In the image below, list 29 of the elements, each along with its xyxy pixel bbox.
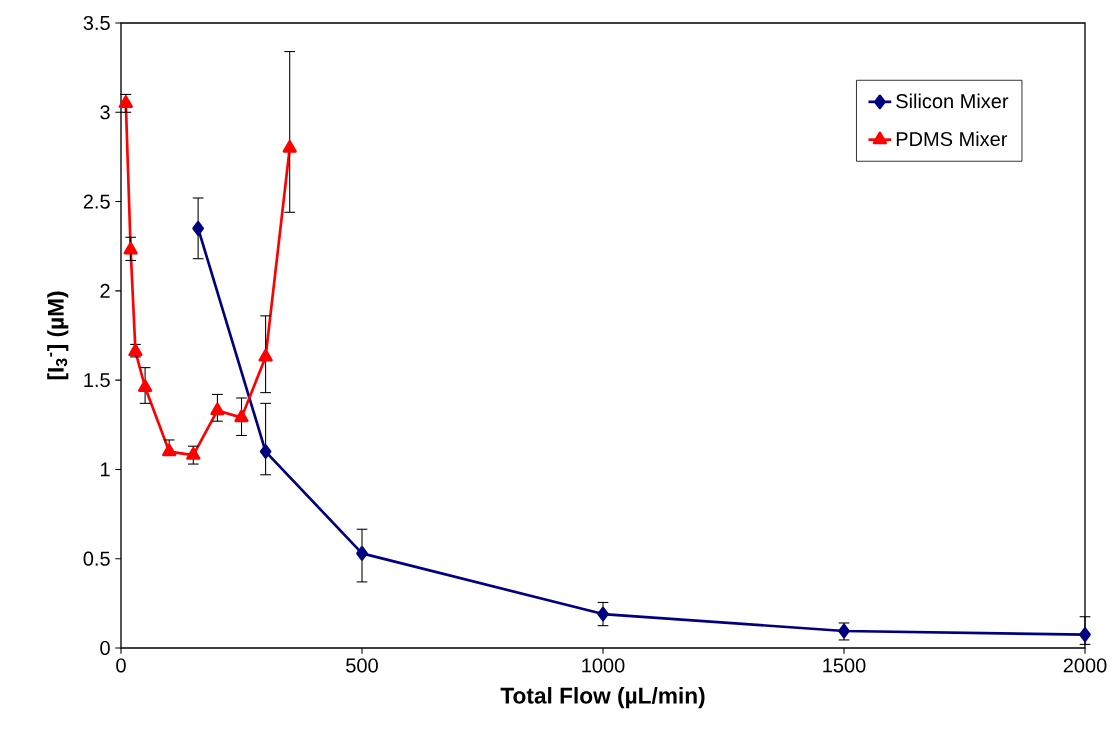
point bbox=[234, 409, 249, 423]
x-tick-label: 1000 bbox=[582, 658, 625, 673]
x-tick-label: 1500 bbox=[823, 658, 866, 673]
x-tick-label: 0 bbox=[116, 658, 126, 673]
y-tick-label: 1.5 bbox=[84, 373, 110, 388]
y-tick-label: 0 bbox=[100, 640, 110, 656]
x-tick-label: 2000 bbox=[1063, 658, 1107, 673]
point bbox=[192, 221, 204, 236]
point bbox=[282, 139, 297, 153]
legend-label: Silicon Mixer bbox=[896, 93, 1009, 109]
y-tick-label: 2.5 bbox=[83, 194, 110, 209]
point bbox=[123, 241, 138, 255]
y-tick-label: 3 bbox=[100, 105, 110, 120]
point bbox=[162, 443, 177, 457]
y-axis-title: [I$_{3}$$^{-}$] (µM) bbox=[47, 291, 69, 380]
x-axis-title: Total Flow (µL/min) bbox=[500, 687, 705, 709]
y-tick-label: 1 bbox=[101, 462, 110, 477]
point bbox=[258, 348, 273, 362]
y-tick-label: 0.5 bbox=[83, 551, 110, 566]
point bbox=[118, 95, 133, 109]
point bbox=[259, 444, 272, 459]
point bbox=[210, 402, 225, 416]
y-tick-label: 3.5 bbox=[83, 15, 110, 31]
y-tick-label: 2 bbox=[100, 283, 110, 298]
point bbox=[356, 546, 368, 561]
point bbox=[137, 379, 153, 392]
x-tick-label: 500 bbox=[346, 658, 378, 673]
point bbox=[597, 606, 609, 622]
legend-label: PDMS Mixer bbox=[896, 131, 1008, 147]
